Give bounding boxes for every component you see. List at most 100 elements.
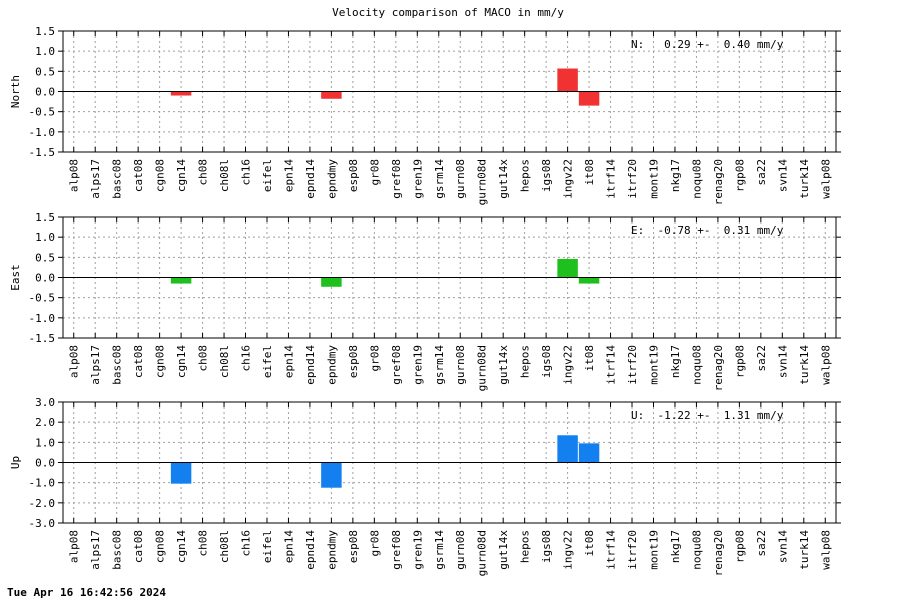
y-tick-label: 1.5 bbox=[35, 211, 55, 224]
panel-east: 1.5 1.0 0.5 0.0 -0.5 -1.0 -1.5 alp08 alps17 basc0… bbox=[9, 211, 841, 391]
y-tick-label: 1.0 bbox=[35, 45, 55, 58]
x-tick-label: renag20 bbox=[712, 530, 725, 576]
y-tick-label: 0.5 bbox=[35, 65, 55, 78]
x-tick-label: alps17 bbox=[89, 530, 102, 570]
x-tick-label: gut14x bbox=[497, 345, 510, 385]
x-tick-label: gurn08 bbox=[454, 530, 467, 570]
y-tick-label: 0.0 bbox=[35, 86, 55, 99]
x-tick-label: gurn08d bbox=[476, 159, 489, 205]
y-axis-label: Up bbox=[9, 456, 22, 469]
y-tick-label: -1.0 bbox=[29, 312, 56, 325]
x-tick-label: itrf14 bbox=[605, 345, 618, 385]
x-tick-label: gsrm14 bbox=[433, 159, 446, 199]
bar-epndmy bbox=[321, 91, 342, 99]
x-tick-label: hepos bbox=[519, 530, 532, 563]
x-tick-label: gurn08d bbox=[476, 530, 489, 576]
y-tick-label: 3.0 bbox=[35, 396, 55, 409]
x-tick-label: eifel bbox=[261, 530, 274, 563]
x-tick-label: basc08 bbox=[111, 159, 124, 199]
x-tick-label: renag20 bbox=[712, 159, 725, 205]
x-tick-label: mont19 bbox=[647, 530, 660, 570]
x-tick-label: gref08 bbox=[390, 530, 403, 570]
x-tick-label: basc08 bbox=[111, 345, 124, 385]
x-tick-label: alps17 bbox=[89, 159, 102, 199]
x-tick-label: ch16 bbox=[240, 530, 253, 557]
x-tick-label: gren19 bbox=[411, 159, 424, 199]
x-tick-label: rgp08 bbox=[733, 345, 746, 378]
x-tick-label: noqu08 bbox=[690, 530, 703, 570]
x-tick-label: epn14 bbox=[282, 530, 295, 563]
panel-north: 1.5 1.0 0.5 0.0 -0.5 -1.0 -1.5 alp08 alps17 basc0… bbox=[9, 25, 841, 205]
stats-annotation: U: -1.22 +- 1.31 mm/y bbox=[631, 409, 784, 422]
x-tick-label: turk14 bbox=[798, 530, 811, 570]
x-tick-label: nkg17 bbox=[669, 530, 682, 563]
y-tick-label: -1.0 bbox=[29, 126, 56, 139]
x-tick-label: itrf20 bbox=[626, 530, 639, 570]
y-tick-label: -0.5 bbox=[29, 292, 56, 305]
x-tick-label: epndmy bbox=[325, 345, 338, 385]
chart-panels: 1.5 1.0 0.5 0.0 -0.5 -1.0 -1.5 alp08 alps17 basc0… bbox=[9, 25, 841, 576]
x-tick-label: ch16 bbox=[240, 345, 253, 372]
y-tick-label: 0.0 bbox=[35, 457, 55, 470]
x-tick-label: gut14x bbox=[497, 159, 510, 199]
x-tick-label: igs08 bbox=[540, 345, 553, 378]
bar-epndmy bbox=[321, 277, 342, 287]
x-tick-label: mont19 bbox=[647, 159, 660, 199]
x-tick-label: gr08 bbox=[368, 345, 381, 372]
y-tick-label: 1.5 bbox=[35, 25, 55, 38]
x-tick-label: itrf14 bbox=[605, 530, 618, 570]
x-tick-label: gsrm14 bbox=[433, 345, 446, 385]
x-tick-label: noqu08 bbox=[690, 159, 703, 199]
y-tick-label: -3.0 bbox=[29, 517, 56, 530]
x-tick-label: renag20 bbox=[712, 345, 725, 391]
x-tick-label: hepos bbox=[519, 159, 532, 192]
x-tick-label: sa22 bbox=[755, 159, 768, 186]
stats-annotation: E: -0.78 +- 0.31 mm/y bbox=[631, 224, 784, 237]
x-tick-label: epnd14 bbox=[304, 159, 317, 199]
x-tick-label: alps17 bbox=[89, 345, 102, 385]
stats-annotation: N: 0.29 +- 0.40 mm/y bbox=[631, 38, 784, 51]
plot-frame bbox=[62, 401, 837, 524]
bar-ingv22 bbox=[557, 258, 578, 278]
y-tick-label: -1.5 bbox=[29, 332, 56, 345]
x-tick-label: ch08l bbox=[218, 159, 231, 192]
bar-it08 bbox=[578, 277, 600, 284]
plot-frame bbox=[62, 216, 837, 339]
x-tick-label: rgp08 bbox=[733, 530, 746, 563]
plot-frame bbox=[62, 30, 837, 153]
y-axis-label: North bbox=[9, 75, 22, 108]
x-tick-label: itrf20 bbox=[626, 345, 639, 385]
x-tick-label: it08 bbox=[583, 159, 596, 186]
x-tick-label: ch08 bbox=[197, 159, 210, 186]
x-tick-label: igs08 bbox=[540, 530, 553, 563]
x-tick-label: itrf14 bbox=[605, 159, 618, 199]
x-tick-label: sa22 bbox=[755, 530, 768, 557]
x-tick-label: gref08 bbox=[390, 159, 403, 199]
bar-ingv22 bbox=[557, 68, 578, 92]
x-tick-label: ingv22 bbox=[562, 159, 575, 199]
x-tick-label: gren19 bbox=[411, 530, 424, 570]
x-tick-label: nkg17 bbox=[669, 345, 682, 378]
x-tick-label: it08 bbox=[583, 345, 596, 372]
bar-it08 bbox=[578, 443, 600, 463]
x-tick-label: eifel bbox=[261, 345, 274, 378]
x-tick-label: cat08 bbox=[132, 159, 145, 192]
x-tick-label: turk14 bbox=[798, 159, 811, 199]
x-tick-label: esp08 bbox=[347, 530, 360, 563]
y-tick-label: 1.0 bbox=[35, 436, 55, 449]
y-tick-label: 0.5 bbox=[35, 251, 55, 264]
x-tick-label: gr08 bbox=[368, 159, 381, 186]
x-tick-label: gr08 bbox=[368, 530, 381, 557]
x-tick-label: epndmy bbox=[325, 530, 338, 570]
x-tick-label: walp08 bbox=[819, 159, 832, 199]
x-tick-label: basc08 bbox=[111, 530, 124, 570]
bar-cgn14 bbox=[170, 91, 192, 96]
y-tick-label: -1.5 bbox=[29, 146, 56, 159]
timestamp-footer: Tue Apr 16 16:42:56 2024 bbox=[7, 586, 166, 599]
x-tick-label: svn14 bbox=[776, 345, 789, 378]
x-tick-label: hepos bbox=[519, 345, 532, 378]
x-tick-label: noqu08 bbox=[690, 345, 703, 385]
bar-ingv22 bbox=[557, 435, 578, 463]
x-tick-label: cat08 bbox=[132, 530, 145, 563]
